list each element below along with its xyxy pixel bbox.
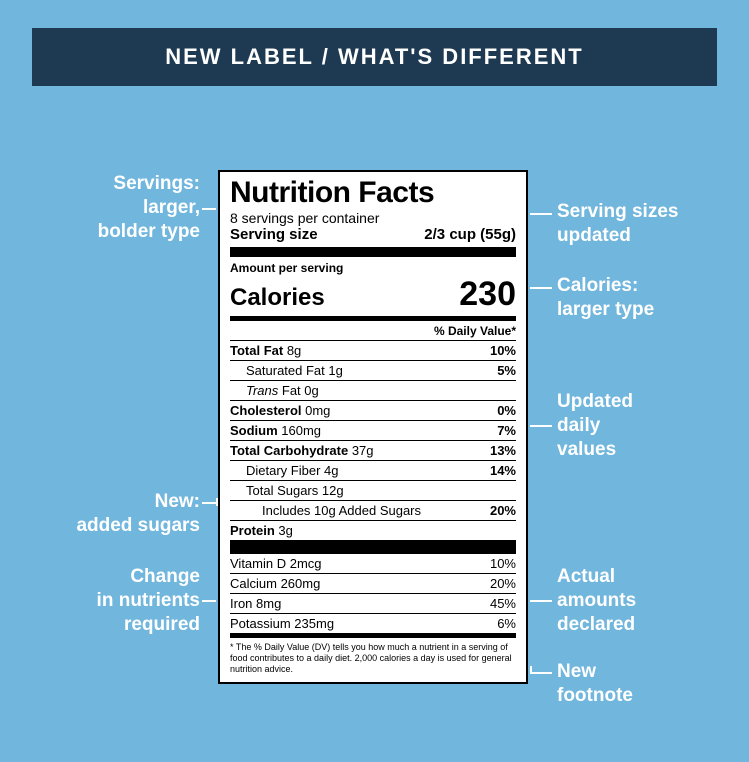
- calories-value: 230: [459, 275, 516, 314]
- connector-line: [530, 425, 552, 427]
- annot-servings-type: Servings: larger, bolder type: [20, 172, 200, 243]
- vitamin-name: Potassium 235mg: [230, 616, 497, 631]
- connector-line: [202, 208, 216, 210]
- header-title: NEW LABEL / WHAT'S DIFFERENT: [165, 44, 584, 70]
- nutrient-row: Trans Fat 0g: [230, 381, 516, 401]
- vitamin-rows: Vitamin D 2mcg10%Calcium 260mg20%Iron 8m…: [230, 544, 516, 638]
- connector-line: [202, 600, 216, 602]
- vitamin-dv: 10%: [490, 556, 516, 571]
- annot-updated-dv: Updated daily values: [557, 390, 737, 461]
- calories-row: Calories 230: [230, 275, 516, 321]
- vitamin-name: Calcium 260mg: [230, 576, 490, 591]
- serving-size-label: Serving size: [230, 226, 318, 243]
- nutrient-dv: 13%: [490, 443, 516, 458]
- connector-line: [202, 502, 216, 504]
- nutrient-rows: Total Fat 8g10%Saturated Fat 1g5%Trans F…: [230, 341, 516, 545]
- vitamin-name: Iron 8mg: [230, 596, 490, 611]
- vitamin-row: Calcium 260mg20%: [230, 574, 516, 594]
- nutrient-row: Includes 10g Added Sugars20%: [230, 501, 516, 521]
- vitamin-dv: 6%: [497, 616, 516, 631]
- nutrient-name: Total Carbohydrate 37g: [230, 443, 490, 458]
- nutrient-name: Dietary Fiber 4g: [230, 463, 490, 478]
- vitamin-dv: 45%: [490, 596, 516, 611]
- connector-line: [530, 213, 552, 215]
- vitamin-row: Vitamin D 2mcg10%: [230, 544, 516, 574]
- nutrient-row: Dietary Fiber 4g14%: [230, 461, 516, 481]
- nutrient-dv: 14%: [490, 463, 516, 478]
- dv-header: % Daily Value*: [230, 321, 516, 341]
- nutrient-name: Total Sugars 12g: [230, 483, 516, 498]
- nutrient-dv: 0%: [497, 403, 516, 418]
- nutrient-row: Total Carbohydrate 37g13%: [230, 441, 516, 461]
- nutrient-dv: 10%: [490, 343, 516, 358]
- nutrient-row: Sodium 160mg7%: [230, 421, 516, 441]
- connector-line: [530, 672, 552, 674]
- nutrient-row: Saturated Fat 1g5%: [230, 361, 516, 381]
- annot-amounts-declared: Actual amounts declared: [557, 565, 737, 636]
- nutrient-row: Total Sugars 12g: [230, 481, 516, 501]
- serving-size-row: Serving size 2/3 cup (55g): [230, 226, 516, 257]
- nutrient-name: Sodium 160mg: [230, 423, 497, 438]
- amount-per-serving: Amount per serving: [230, 261, 516, 275]
- nutrient-row: Total Fat 8g10%: [230, 341, 516, 361]
- servings-per-container: 8 servings per container: [230, 210, 516, 226]
- nutrient-name: Cholesterol 0mg: [230, 403, 497, 418]
- nutrient-row: Protein 3g: [230, 521, 516, 545]
- header-bar: NEW LABEL / WHAT'S DIFFERENT: [32, 28, 717, 86]
- connector-tick: [216, 498, 218, 506]
- nutrient-name: Total Fat 8g: [230, 343, 490, 358]
- nutrition-label: Nutrition Facts 8 servings per container…: [218, 170, 528, 684]
- vitamin-name: Vitamin D 2mcg: [230, 556, 490, 571]
- vitamin-row: Potassium 235mg6%: [230, 614, 516, 638]
- footnote: * The % Daily Value (DV) tells you how m…: [230, 638, 516, 674]
- connector-line: [530, 600, 552, 602]
- connector-line: [530, 287, 552, 289]
- nutrient-dv: 7%: [497, 423, 516, 438]
- annot-calories-larger: Calories: larger type: [557, 274, 737, 322]
- annot-serving-sizes: Serving sizes updated: [557, 200, 737, 248]
- nutrient-name: Saturated Fat 1g: [230, 363, 497, 378]
- nutrient-dv: 5%: [497, 363, 516, 378]
- vitamin-row: Iron 8mg45%: [230, 594, 516, 614]
- nutrient-dv: 20%: [490, 503, 516, 518]
- annot-added-sugars: New: added sugars: [20, 490, 200, 538]
- serving-size-value: 2/3 cup (55g): [424, 226, 516, 243]
- nutrient-name: Trans Fat 0g: [230, 383, 516, 398]
- annot-new-footnote: New footnote: [557, 660, 737, 708]
- annot-nutrients-change: Change in nutrients required: [20, 565, 200, 636]
- connector-tick: [530, 666, 532, 674]
- nutrient-row: Cholesterol 0mg0%: [230, 401, 516, 421]
- nutrient-name: Protein 3g: [230, 523, 516, 538]
- calories-label: Calories: [230, 284, 325, 312]
- nutrient-name: Includes 10g Added Sugars: [230, 503, 490, 518]
- vitamin-dv: 20%: [490, 576, 516, 591]
- label-title: Nutrition Facts: [230, 178, 516, 208]
